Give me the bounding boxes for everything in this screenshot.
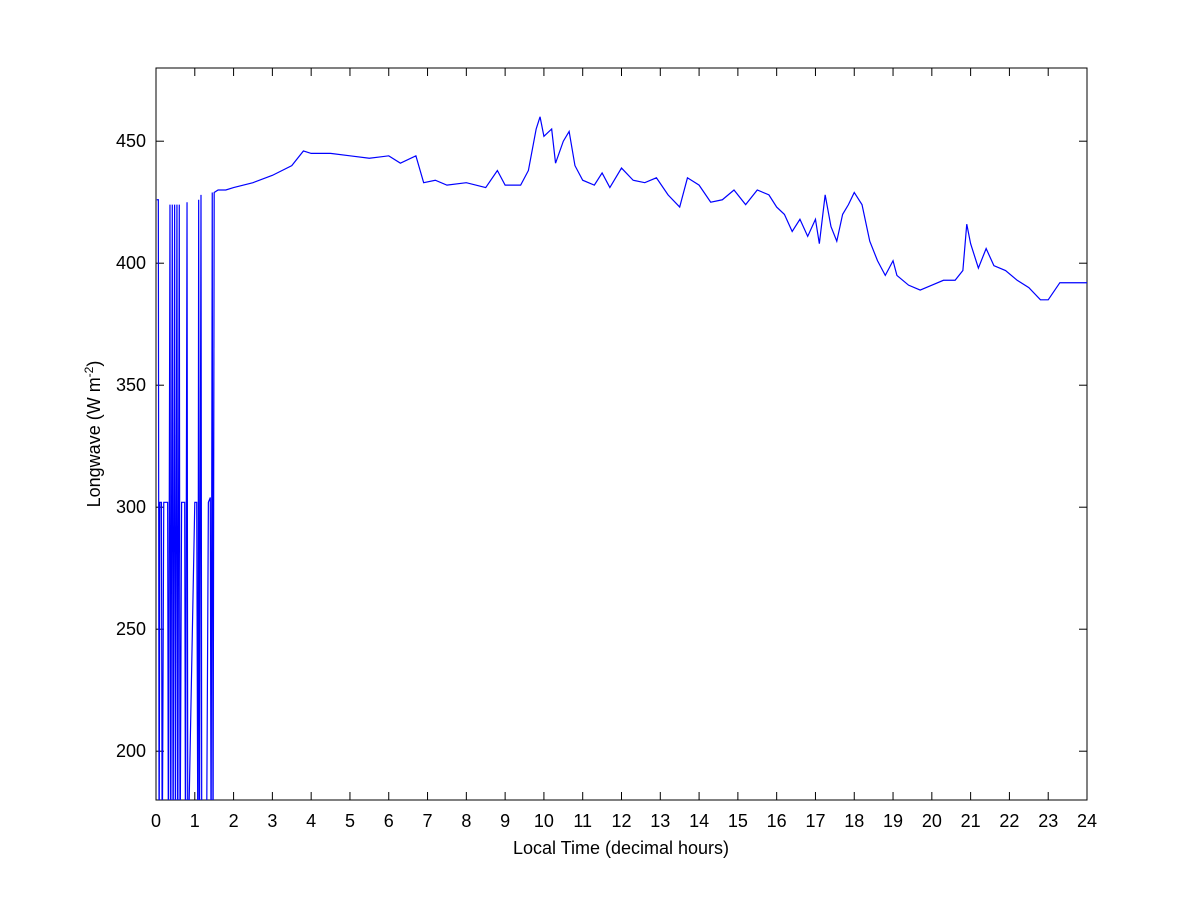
x-tick-label: 19 [883, 811, 903, 831]
x-tick-label: 23 [1038, 811, 1058, 831]
x-tick-label: 8 [461, 811, 471, 831]
y-tick-label: 450 [116, 131, 146, 151]
x-tick-label: 6 [384, 811, 394, 831]
y-label-main: Longwave (W m [84, 377, 104, 507]
x-tick-label: 21 [961, 811, 981, 831]
data-line [156, 116, 1087, 800]
x-axis-label: Local Time (decimal hours) [513, 838, 729, 858]
y-axis-label: Longwave (W m-2) [82, 361, 104, 508]
x-tick-label: 3 [267, 811, 277, 831]
x-tick-label: 20 [922, 811, 942, 831]
x-tick-label: 22 [999, 811, 1019, 831]
x-tick-label: 2 [229, 811, 239, 831]
y-label-superscript: -2 [82, 366, 96, 377]
y-tick-label: 350 [116, 375, 146, 395]
x-tick-label: 5 [345, 811, 355, 831]
x-tick-label: 12 [611, 811, 631, 831]
x-tick-label: 24 [1077, 811, 1097, 831]
y-tick-label: 200 [116, 741, 146, 761]
x-tick-label: 17 [805, 811, 825, 831]
x-tick-label: 11 [573, 811, 592, 831]
y-tick-label: 250 [116, 619, 146, 639]
y-tick-label: 300 [116, 497, 146, 517]
x-tick-label: 9 [500, 811, 510, 831]
x-tick-label: 13 [650, 811, 670, 831]
x-tick-label: 16 [767, 811, 787, 831]
x-tick-label: 0 [151, 811, 161, 831]
x-tick-label: 15 [728, 811, 748, 831]
x-tick-label: 14 [689, 811, 709, 831]
x-tick-label: 1 [190, 811, 200, 831]
plot-area [155, 67, 1088, 801]
x-tick-label: 10 [534, 811, 554, 831]
x-tick-label: 18 [844, 811, 864, 831]
x-tick-label: 7 [423, 811, 433, 831]
y-tick-label: 400 [116, 253, 146, 273]
y-label-end: ) [84, 361, 104, 367]
x-tick-label: 4 [306, 811, 316, 831]
